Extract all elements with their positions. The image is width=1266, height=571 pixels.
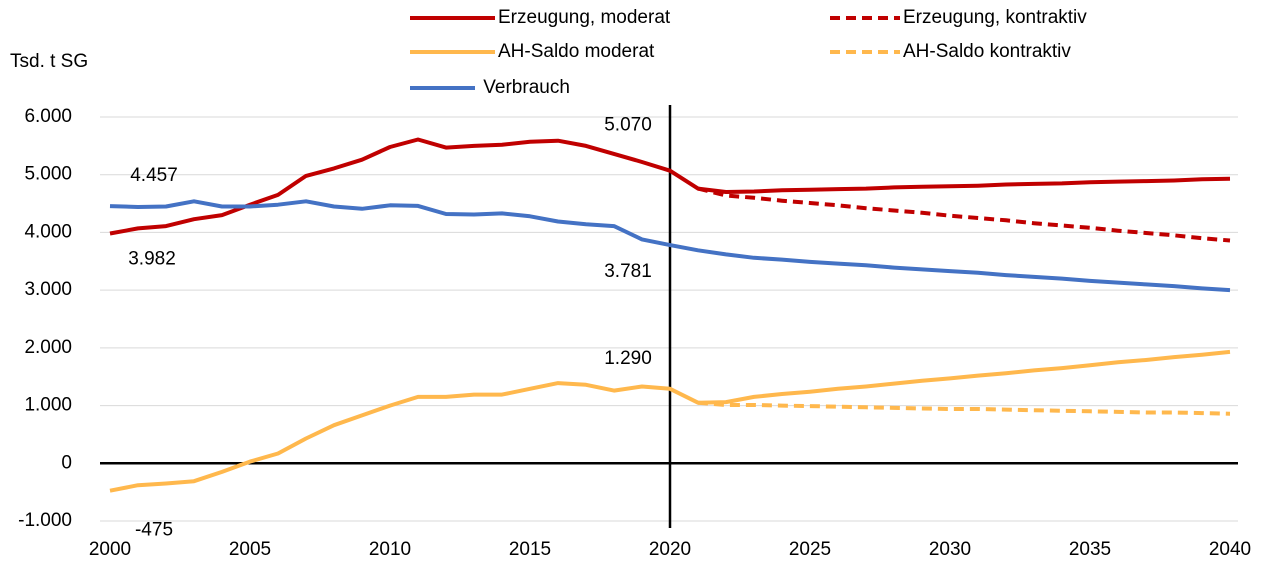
x-tick-label: 2035 <box>1069 539 1111 560</box>
series-line <box>697 186 1231 243</box>
y-tick-label: 5.000 <box>24 164 72 185</box>
data-label: 1.290 <box>604 348 652 369</box>
x-tick-label: 2025 <box>789 539 831 560</box>
legend-label: Erzeugung, moderat <box>498 7 671 28</box>
legend-label: AH-Saldo moderat <box>498 41 655 62</box>
x-tick-label: 2010 <box>369 539 411 560</box>
y-tick-label: 2.000 <box>24 337 72 358</box>
y-tick-label: 3.000 <box>24 279 72 300</box>
series-line <box>109 199 1231 293</box>
data-label: 3.781 <box>604 261 652 282</box>
y-tick-label: 1.000 <box>24 395 72 416</box>
y-tick-label: 4.000 <box>24 221 72 242</box>
data-label: 3.982 <box>128 248 176 269</box>
series-line <box>697 400 1231 416</box>
data-label: -475 <box>135 520 173 541</box>
x-tick-label: 2015 <box>509 539 551 560</box>
x-tick-label: 2030 <box>929 539 971 560</box>
x-tick-label: 2000 <box>89 539 131 560</box>
series-line <box>109 137 1231 236</box>
data-label: 5.070 <box>604 115 652 136</box>
x-tick-label: 2040 <box>1209 539 1251 560</box>
x-tick-label: 2020 <box>649 539 691 560</box>
y-axis-label: Tsd. t SG <box>10 51 88 72</box>
legend-label: AH-Saldo kontraktiv <box>903 41 1071 62</box>
legend-label: Verbrauch <box>478 77 570 98</box>
x-tick-label: 2005 <box>229 539 271 560</box>
y-tick-label: 6.000 <box>24 106 72 127</box>
y-tick-label: 0 <box>61 452 72 473</box>
y-tick-label: -1.000 <box>18 510 72 531</box>
series-line <box>109 349 1231 493</box>
legend-label: Erzeugung, kontraktiv <box>903 7 1087 28</box>
data-label: 4.457 <box>130 165 178 186</box>
